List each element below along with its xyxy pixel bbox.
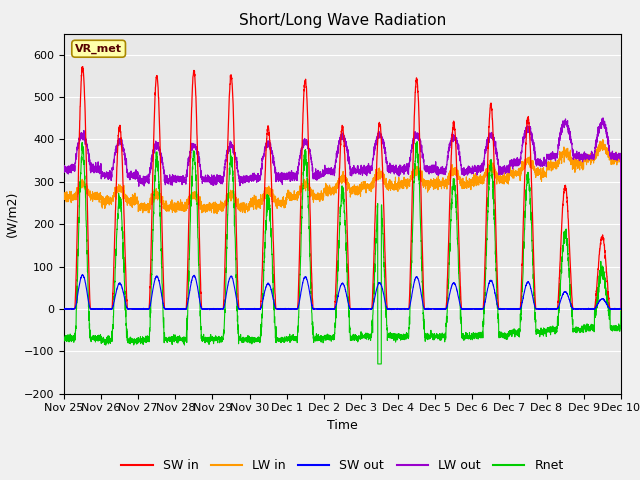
Legend: SW in, LW in, SW out, LW out, Rnet: SW in, LW in, SW out, LW out, Rnet [116,455,568,477]
Text: VR_met: VR_met [75,44,122,54]
Title: Short/Long Wave Radiation: Short/Long Wave Radiation [239,13,446,28]
Y-axis label: (W/m2): (W/m2) [5,191,18,237]
X-axis label: Time: Time [327,419,358,432]
